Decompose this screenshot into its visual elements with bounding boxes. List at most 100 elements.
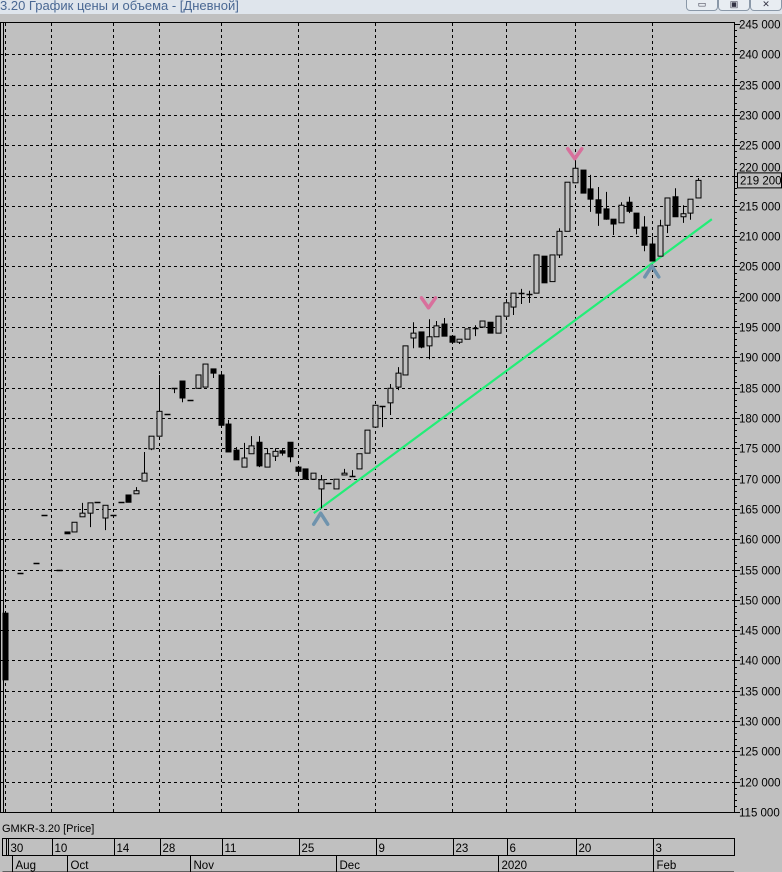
candle-body-bull [156,410,163,437]
candle [472,325,479,337]
candle [133,487,140,495]
candle-body-bear [603,208,610,220]
y-tick-label: 155 000 [739,566,781,578]
last-price-label: 219 200 [740,175,782,187]
grid [0,22,735,813]
candle-body-bear [441,323,448,337]
y-tick-label: 120 000 [739,778,781,790]
candle-body-bull [387,387,394,404]
candle [503,302,510,317]
candle [395,367,402,391]
candle-body-bull [657,225,664,257]
candle [349,470,356,478]
candle-body-bear [256,441,263,467]
candle [410,322,417,349]
y-tick-label: 145 000 [739,626,781,638]
y-tick-label: 195 000 [739,323,781,335]
candle [418,331,425,349]
y-tick-label: 185 000 [739,384,781,396]
series-legend: GMKR-3.20 [Price] [2,823,95,835]
candle [626,196,633,214]
candle-body-bull [333,478,340,490]
y-tick-label: 140 000 [739,656,781,668]
candle-body-bull [148,435,155,450]
title-bar: 3.20 График цены и объема - [Дневной] ▭ … [0,0,782,14]
candle-body-bull [195,374,202,389]
candle-body-bull [318,479,325,490]
candle-body-bull [241,457,248,468]
restore-button[interactable]: ▣ [718,0,750,11]
candle-body-bull [341,472,348,476]
candle-body-bull [495,315,502,334]
candle [210,368,217,378]
candle [603,191,610,220]
day-tick-label: 3 [656,843,662,855]
candle [680,205,687,223]
candle-body-bull [395,372,402,388]
candle-body-bear [295,466,302,472]
day-tick-label: 10 [55,843,68,855]
day-tick-label: 25 [302,843,315,855]
candle [372,404,379,428]
y-tick-label: 190 000 [739,353,781,365]
candle-body-bear [418,331,425,348]
candle-body-bear [302,468,309,480]
candle-body-bull [572,167,579,184]
candle [441,317,448,337]
candle [233,447,240,461]
bottom-marker-icon [643,264,661,279]
y-tick-label: 200 000 [739,293,781,305]
candle [225,419,232,453]
month-tick-label: 2020 [502,860,528,872]
candles [2,157,702,681]
candle [387,384,394,415]
candle-body-bull [264,453,271,468]
candle-body-bull [456,338,463,343]
top-marker-icon [419,296,438,310]
y-tick-label: 115 000 [739,808,780,820]
y-tick-label: 210 000 [739,232,781,244]
candle [564,181,571,232]
minimize-button[interactable]: ▭ [686,0,718,11]
candle [218,373,225,426]
candle-body-bull [310,472,317,480]
month-tick-label: Nov [194,860,215,872]
month-tick-label: Feb [657,860,677,872]
day-tick-label: 23 [456,843,469,855]
day-tick-label: 14 [117,843,130,855]
candle-body-bull [687,198,694,214]
candle-body-bear [610,218,617,225]
day-tick-label: 9 [379,843,385,855]
y-tick-label: 160 000 [739,535,781,547]
markers [311,146,661,526]
candle-body-bear [626,201,633,212]
candle-body-bear [233,449,240,461]
y-tick-label: 225 000 [739,141,781,153]
month-tick-label: Dec [340,860,361,872]
y-tick-label: 230 000 [739,111,781,123]
candle-body-bull [71,521,78,533]
candle-body-bear [641,226,648,246]
candle [248,436,255,455]
candle-body-bear [225,423,232,453]
candle-body-bull [248,445,255,455]
x-axis: 30 10 14 28 11 25 9 23 6 20 3 Aug Oct Nov Dec 2020 Feb [2,838,735,872]
restore-icon: ▣ [729,0,739,9]
candle [156,374,163,437]
candle-body-bull [87,502,94,514]
close-icon: ✕ [762,0,770,9]
y-tick-label: 205 000 [739,262,781,274]
candle [649,236,656,262]
candle [2,612,9,681]
candle [71,521,78,533]
minimize-icon: ▭ [697,0,707,9]
candle-body-bull [533,254,540,294]
candle [187,399,194,402]
candle-body-bull [479,320,486,328]
candle [202,363,209,388]
candle [595,187,602,226]
candle [618,202,625,224]
candle-body-bear [279,450,286,454]
candle-body-bull [372,404,379,428]
